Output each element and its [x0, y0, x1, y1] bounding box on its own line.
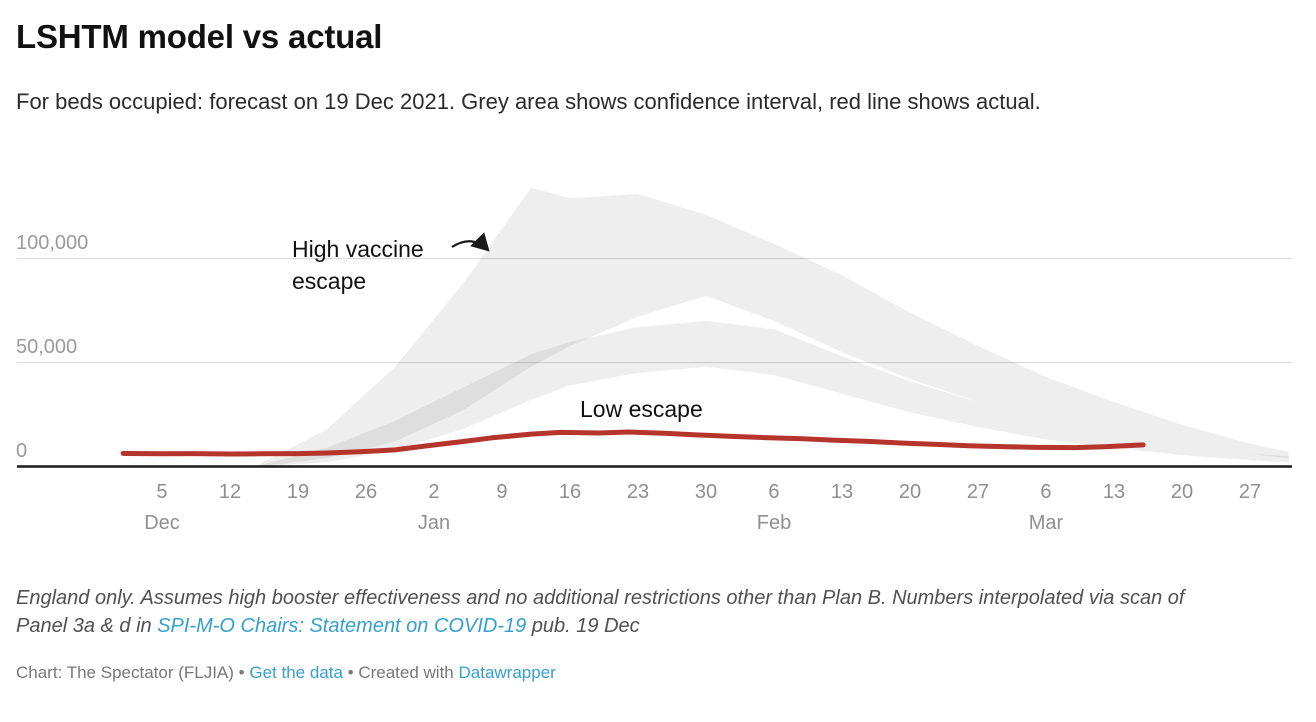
annotation-high-escape: High vaccine escape — [292, 236, 424, 294]
chart-title: LSHTM model vs actual — [16, 18, 383, 55]
x-tick-label: 20 — [1170, 481, 1194, 503]
y-tick-label: 50,000 — [16, 335, 78, 358]
confidence-band — [259, 187, 1289, 467]
x-month-label: Jan — [417, 512, 451, 534]
actual-series-line — [120, 429, 1146, 457]
x-tick-label: 16 — [558, 481, 582, 503]
annotation-low-escape: Low escape — [580, 396, 703, 422]
x-tick-label: 2 — [428, 481, 440, 503]
x-month-label: Feb — [756, 512, 792, 534]
x-tick-label: 13 — [830, 481, 854, 503]
y-tick-label: 100,000 — [16, 231, 89, 254]
x-month-label: Mar — [1028, 512, 1064, 534]
confidence-bands — [259, 187, 1289, 467]
get-data-link[interactable]: Get the data — [249, 663, 343, 682]
x-tick-label: 6 — [768, 481, 780, 503]
note-text-suffix: pub. 19 Dec — [526, 615, 640, 637]
actual-line — [120, 429, 1146, 457]
confidence-band — [259, 320, 1289, 467]
x-tick-label: 9 — [496, 481, 508, 503]
x-tick-label: 27 — [966, 481, 990, 503]
note-text-prefix: England only. Assumes high booster effec… — [16, 587, 1185, 637]
datawrapper-link[interactable]: Datawrapper — [458, 663, 556, 682]
x-month-label: Dec — [144, 512, 180, 534]
x-tick-label: 20 — [898, 481, 922, 503]
chart-note: England only. Assumes high booster effec… — [16, 584, 1231, 640]
x-tick-label: 13 — [1102, 481, 1126, 503]
x-tick-label: 19 — [286, 481, 310, 503]
x-tick-label: 27 — [1238, 481, 1262, 503]
created-with-text: • Created with — [342, 663, 459, 682]
y-tick-label: 0 — [16, 439, 28, 462]
x-tick-label: 23 — [626, 481, 650, 503]
annotation-arrow-icon — [451, 232, 490, 252]
chart-byline: Chart: The Spectator (FLJIA) • Get the d… — [16, 663, 556, 683]
x-tick-label: 30 — [694, 481, 718, 503]
x-tick-label: 12 — [218, 481, 242, 503]
byline-text: Chart: The Spectator (FLJIA) • — [16, 663, 250, 682]
x-tick-label: 5 — [156, 481, 168, 503]
source-link[interactable]: SPI-M-O Chairs: Statement on COVID-19 — [157, 615, 527, 637]
x-tick-label: 6 — [1040, 481, 1052, 503]
x-tick-label: 26 — [354, 481, 378, 503]
chart-description: For beds occupied: forecast on 19 Dec 20… — [16, 89, 1041, 114]
gridlines — [17, 258, 1292, 363]
